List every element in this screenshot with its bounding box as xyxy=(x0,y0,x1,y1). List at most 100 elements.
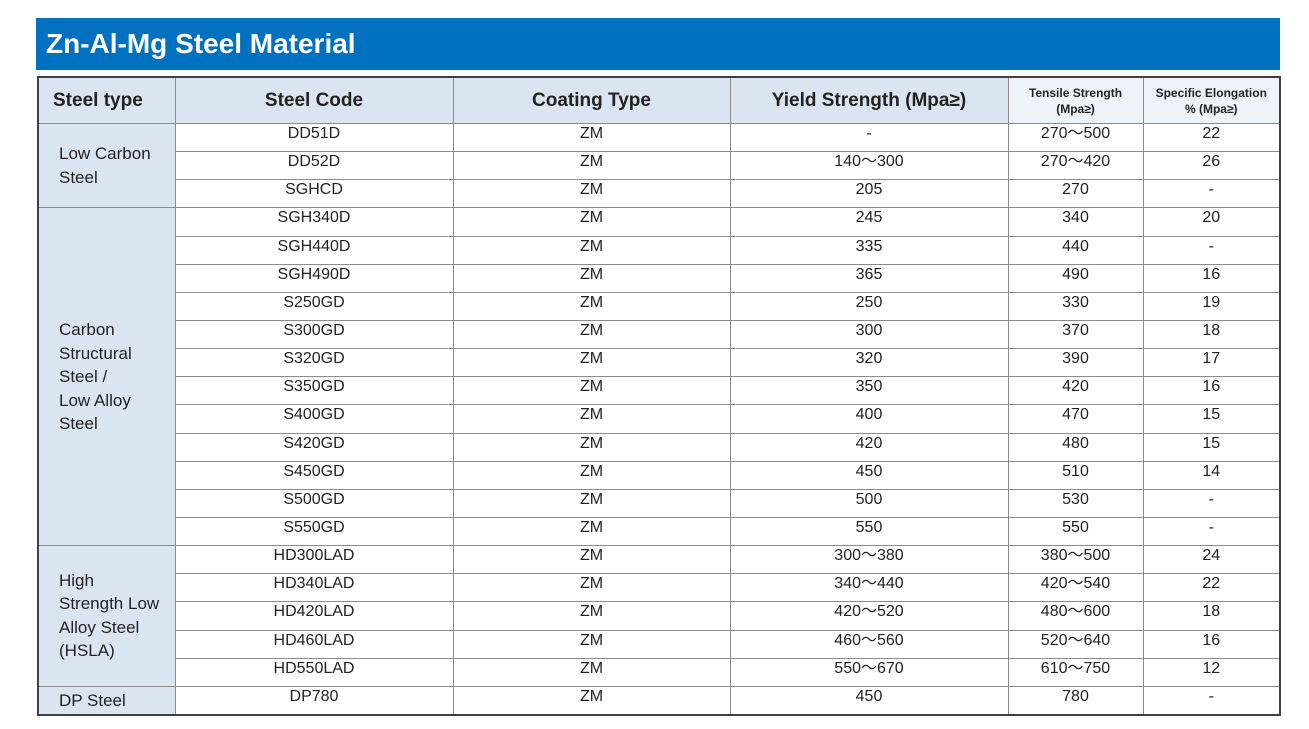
table-cell: 780 xyxy=(1007,685,1144,716)
table-cell: 530 xyxy=(1007,488,1144,518)
table-cell: 340～440 xyxy=(729,573,1009,603)
table-row: S500GD ZM 500 530- xyxy=(38,488,1281,518)
table-cell: 18 xyxy=(1142,601,1281,631)
table-cell: 520～640 xyxy=(1007,629,1144,659)
table-cell: - xyxy=(1142,235,1281,265)
table-cell: ZM xyxy=(452,657,731,687)
table-cell: ZM xyxy=(452,376,731,406)
table-cell: ZM xyxy=(452,122,731,153)
table-cell: 18 xyxy=(1142,319,1281,350)
steel-table: Steel type Steel Code Coating Type Yield St… xyxy=(37,76,1281,716)
column-header: Steel type xyxy=(37,76,176,124)
table-cell: 550～670 xyxy=(729,657,1009,687)
column-header: Tensile Strength (Mpa≥) xyxy=(1007,76,1144,124)
table-cell: HD420LAD xyxy=(174,601,454,631)
column-header: Steel Code xyxy=(174,76,454,124)
table-cell: ZM xyxy=(452,460,731,490)
table-row: S400GD ZM 400 470 15 xyxy=(38,404,1281,434)
table-cell: 20 xyxy=(1142,207,1281,237)
table-cell: 480～600 xyxy=(1007,601,1144,631)
table-cell: - xyxy=(1142,516,1281,547)
table-cell: 22 xyxy=(1142,573,1281,603)
table-cell: DD51D xyxy=(174,122,454,153)
table-row: S250GD ZM 250 330 19 xyxy=(38,291,1281,321)
table-cell: 15 xyxy=(1142,404,1281,434)
table-cell: ZM xyxy=(452,432,731,462)
table-cell: ZM xyxy=(452,235,731,265)
table-row: S320GD ZM 320 390 17 xyxy=(38,348,1281,378)
table-cell: 16 xyxy=(1142,629,1281,659)
table-cell: 420～540 xyxy=(1007,573,1144,603)
table-cell: ZM xyxy=(452,545,731,575)
header-row: Steel type Steel Code Coating Type Yield St… xyxy=(37,76,1281,124)
table-row: SGHCD ZM 205 270- xyxy=(38,179,1281,209)
table-row: S420GD ZM 420 480 15 xyxy=(38,432,1281,462)
table-cell: 270～500 xyxy=(1007,122,1144,153)
table-cell: HD550LAD xyxy=(174,657,454,687)
table-cell: ZM xyxy=(452,488,731,518)
table-cell: 550 xyxy=(729,516,1009,547)
table-cell: S300GD xyxy=(174,319,454,350)
table-row: HD460LAD ZM 460～560 520～640 16 xyxy=(38,629,1281,659)
table-cell: 510 xyxy=(1007,460,1144,490)
table-cell: ZM xyxy=(452,516,731,547)
steel-type-cell: DP Steel xyxy=(37,685,176,716)
table-cell: ZM xyxy=(452,685,731,716)
table-cell: 390 xyxy=(1007,348,1144,378)
table-cell: ZM xyxy=(452,291,731,321)
table-cell: 365 xyxy=(729,263,1009,293)
table-cell: ZM xyxy=(452,179,731,209)
table-cell: 470 xyxy=(1007,404,1144,434)
table-cell: 490 xyxy=(1007,263,1144,293)
table-cell: 400 xyxy=(729,404,1009,434)
table-cell: 270 xyxy=(1007,179,1144,209)
table-row: Carbon Structural Steel / Low Alloy Stee… xyxy=(37,207,1281,547)
table-cell: 350 xyxy=(729,376,1009,406)
table-cell: HD460LAD xyxy=(174,629,454,659)
table-row: SGH440D ZM 335 440- xyxy=(38,235,1281,265)
table-cell: ZM xyxy=(452,348,731,378)
table-cell: 300 xyxy=(729,319,1009,350)
table-cell: S500GD xyxy=(174,488,454,518)
column-header: Specific Elongation % (Mpa≥) xyxy=(1142,76,1281,124)
table-row: S450GD ZM 450 510 14 xyxy=(38,460,1281,490)
table-row: SGH490D ZM 365 490 16 xyxy=(38,263,1281,293)
table-cell: DD52D xyxy=(174,151,454,181)
table-cell: S250GD xyxy=(174,291,454,321)
table-cell: 370 xyxy=(1007,319,1144,350)
table-cell: 340 xyxy=(1007,207,1144,237)
title-bar: Zn-Al-Mg Steel Material xyxy=(36,18,1280,70)
table-cell: 14 xyxy=(1142,460,1281,490)
table-cell: 480 xyxy=(1007,432,1144,462)
table-cell: SGH340D xyxy=(174,207,454,237)
table-cell: 15 xyxy=(1142,432,1281,462)
table-row: S300GD ZM 300 370 18 xyxy=(38,319,1281,350)
table-row: DD52D ZM 140～300 270～420 26 xyxy=(38,151,1281,181)
steel-type-cell: Carbon Structural Steel / Low Alloy Stee… xyxy=(37,207,176,547)
steel-type-cell: Low Carbon Steel xyxy=(37,122,176,209)
column-header: Yield Strength (Mpa≥) xyxy=(729,76,1009,124)
steel-type-cell: High Strength Low Alloy Steel (HSLA) xyxy=(37,545,176,687)
table-row: High Strength Low Alloy Steel (HSLA) HD30… xyxy=(37,545,1281,687)
table-cell: - xyxy=(1142,685,1281,716)
table-cell: - xyxy=(729,122,1009,153)
table-cell: 500 xyxy=(729,488,1009,518)
table-cell: ZM xyxy=(452,207,731,237)
table-cell: 16 xyxy=(1142,263,1281,293)
table-cell: 320 xyxy=(729,348,1009,378)
table-cell: HD340LAD xyxy=(174,573,454,603)
table-cell: 270～420 xyxy=(1007,151,1144,181)
table-cell: ZM xyxy=(452,629,731,659)
table-row: HD420LAD ZM 420～520 480～600 18 xyxy=(38,601,1281,631)
table-cell: 450 xyxy=(729,460,1009,490)
table-cell: 420 xyxy=(1007,376,1144,406)
table-cell: 380～500 xyxy=(1007,545,1144,575)
table-cell: 16 xyxy=(1142,376,1281,406)
table-cell: - xyxy=(1142,179,1281,209)
table-cell: 205 xyxy=(729,179,1009,209)
table-cell: 460～560 xyxy=(729,629,1009,659)
table-cell: - xyxy=(1142,488,1281,518)
table-row: HD340LAD ZM 340～440 420～540 22 xyxy=(38,573,1281,603)
table-cell: 12 xyxy=(1142,657,1281,687)
table-row: HD550LAD ZM 550～670 610～750 12 xyxy=(38,657,1281,687)
